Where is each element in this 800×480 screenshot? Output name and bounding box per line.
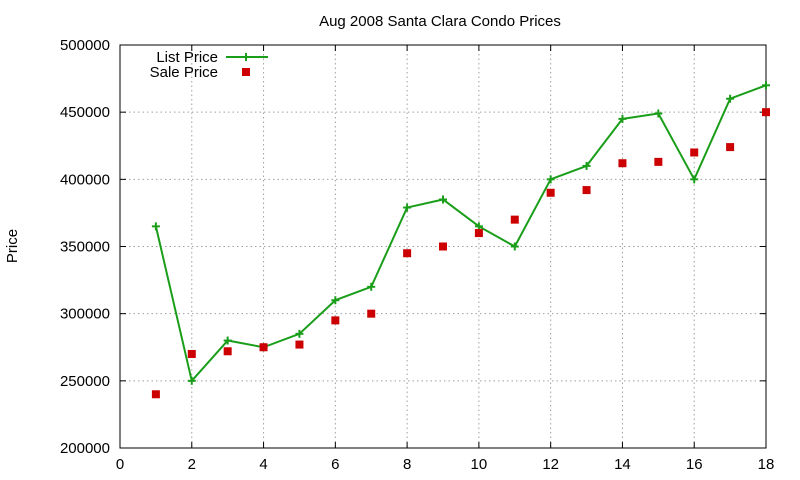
series-list-price (151, 81, 770, 385)
x-tick-label: 4 (259, 456, 267, 473)
list-price-point (439, 195, 447, 204)
sale-price-point (510, 215, 519, 224)
list-price-point (331, 296, 340, 305)
list-price-point (654, 109, 663, 118)
y-tick-label: 250000 (60, 373, 110, 390)
x-tick-label: 18 (758, 456, 775, 473)
x-tick-label: 16 (686, 456, 703, 473)
axes: 0 2 4 6 8 10 12 14 16 18 200000 250000 300000 350000 4… (60, 37, 774, 473)
x-tick-label: 6 (331, 456, 339, 473)
sale-price-point (187, 349, 196, 358)
sale-price-point (690, 148, 699, 157)
list-price-line (154, 84, 767, 382)
sale-price-point (367, 309, 376, 318)
sale-price-point (474, 229, 483, 238)
y-tick-label: 400000 (60, 171, 110, 188)
legend-label-sale-price: Sale Price (150, 64, 218, 81)
list-price-point (367, 282, 376, 291)
list-price-point (582, 161, 591, 170)
sale-price-point (618, 159, 627, 168)
sale-price-point (223, 347, 232, 356)
legend-marker-sale-price (242, 68, 250, 76)
list-price-point (474, 222, 483, 231)
y-axis-title: Price (4, 229, 21, 263)
sale-price-point (439, 242, 447, 251)
y-tick-label: 300000 (60, 306, 110, 323)
sale-price-point (762, 108, 770, 117)
list-price-point (726, 94, 735, 103)
sale-price-point (726, 143, 735, 152)
sale-price-point (582, 186, 591, 195)
chart-title: Aug 2008 Santa Clara Condo Prices (319, 13, 561, 30)
x-tick-label: 12 (542, 456, 559, 473)
series-layer (151, 81, 770, 399)
list-price-point (223, 336, 232, 345)
legend-marker-list-price (242, 53, 250, 61)
x-tick-label: 14 (614, 456, 631, 473)
y-tick-label: 350000 (60, 239, 110, 256)
y-tick-label: 450000 (60, 104, 110, 121)
x-tick-label: 8 (403, 456, 411, 473)
list-price-point (762, 81, 770, 90)
sale-price-point (151, 390, 160, 399)
sale-price-point (295, 340, 304, 349)
legend-label-list-price: List Price (156, 49, 218, 66)
x-tick-label: 10 (471, 456, 488, 473)
list-price-point (690, 175, 699, 184)
list-price-point (151, 222, 160, 231)
y-tick-label: 200000 (60, 440, 110, 457)
list-price-point (403, 203, 412, 212)
x-tick-label: 2 (188, 456, 196, 473)
list-price-point (546, 175, 555, 184)
sale-price-point (654, 157, 663, 166)
list-price-point (295, 329, 304, 338)
sale-price-point (331, 316, 340, 325)
list-price-point (510, 242, 519, 251)
y-tick-label: 500000 (60, 37, 110, 54)
sale-price-point (546, 188, 555, 197)
sale-price-point (403, 249, 412, 258)
sale-price-point (259, 343, 268, 352)
x-tick-label: 0 (116, 456, 124, 473)
list-price-point (187, 376, 196, 385)
series-sale-price (151, 108, 770, 399)
list-price-point (618, 114, 627, 123)
